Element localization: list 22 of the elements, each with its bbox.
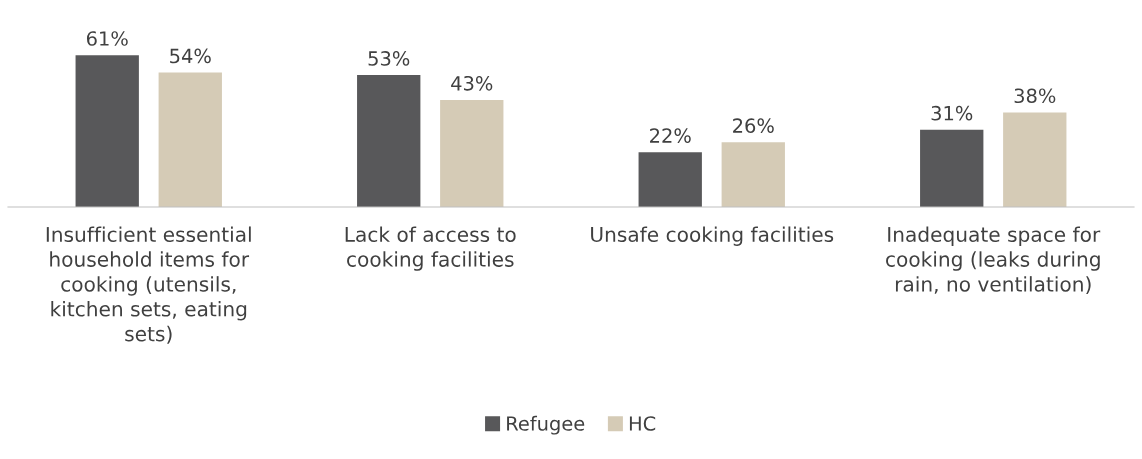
data-label: 43% xyxy=(451,75,493,91)
x-tick-label: Lack of access to cooking facilities xyxy=(345,226,516,271)
data-label: 38% xyxy=(1014,88,1056,104)
bar xyxy=(357,75,421,208)
x-tick-label: Unsafe cooking facilities xyxy=(591,226,834,246)
legend-label: Refugee xyxy=(507,415,585,435)
bar xyxy=(440,99,504,208)
data-label: 54% xyxy=(170,48,211,64)
bar xyxy=(721,142,785,208)
bar xyxy=(75,55,139,208)
bar xyxy=(920,129,984,208)
bar xyxy=(158,72,222,208)
data-label: 61% xyxy=(86,31,128,46)
x-tick-label: Insufficient essential household items for cooking (utensils, kitchen sets, eating sets) xyxy=(46,226,251,344)
x-tick-label: Inadequate space for cooking (leaks during rain, no ventilation) xyxy=(886,226,1101,295)
data-label: 31% xyxy=(931,105,973,121)
legend-label: HC xyxy=(629,416,656,431)
bar xyxy=(1003,112,1067,208)
bar xyxy=(638,152,702,208)
data-label: 22% xyxy=(650,128,691,143)
data-label: 26% xyxy=(733,118,774,133)
data-label: 53% xyxy=(368,51,410,66)
